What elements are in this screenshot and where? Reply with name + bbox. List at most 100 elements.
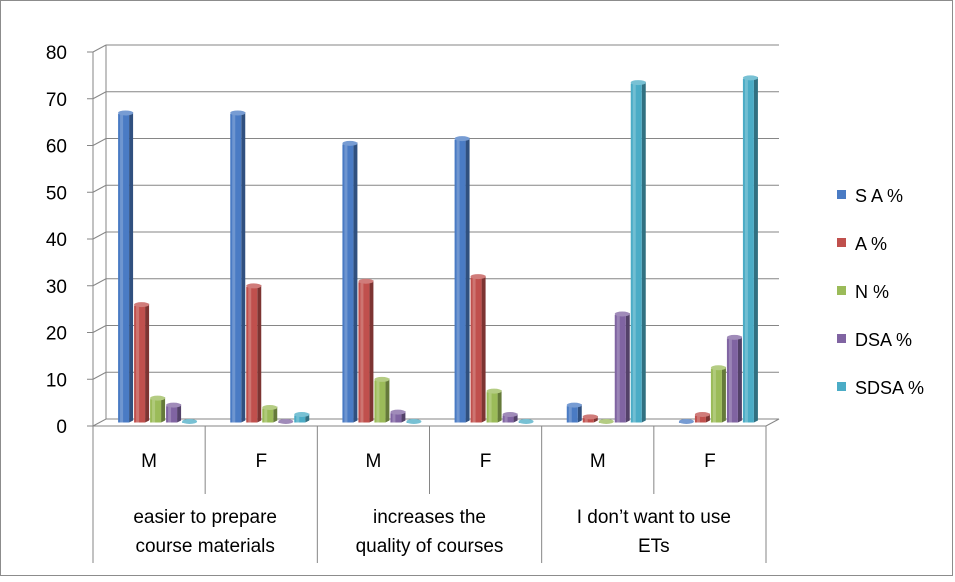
bar-side — [257, 284, 262, 423]
bar-highlight — [344, 144, 348, 423]
bar — [374, 376, 390, 423]
bar-top — [582, 414, 598, 420]
bar-top — [502, 411, 518, 417]
bar-side — [241, 111, 246, 423]
bar-front — [454, 139, 466, 423]
legend-label: S A % — [855, 186, 903, 206]
gridline-slant — [92, 44, 107, 53]
gridline-slant — [92, 371, 107, 380]
group-label: course materials — [135, 536, 274, 557]
bar-side — [177, 404, 182, 423]
bar — [358, 278, 374, 423]
gridline-slant — [92, 184, 107, 193]
bar — [678, 419, 694, 424]
bar-highlight — [728, 338, 732, 423]
bar-top — [166, 402, 182, 408]
bar — [486, 388, 502, 423]
bar-highlight — [136, 305, 140, 423]
bar-front — [134, 305, 146, 423]
bar-front — [710, 368, 722, 423]
bar-front — [294, 415, 306, 423]
axes — [87, 45, 780, 563]
bar — [182, 419, 198, 424]
bar-highlight — [472, 277, 476, 423]
bar-top — [118, 110, 134, 116]
bar-top — [630, 80, 646, 86]
bar-front — [582, 417, 594, 423]
bar-top — [518, 419, 534, 424]
bar-highlight — [392, 413, 396, 423]
bar-side — [641, 81, 646, 423]
bar-highlight — [584, 417, 588, 423]
bar — [470, 274, 486, 423]
y-tick-label: 60 — [46, 137, 67, 158]
bar-front — [246, 286, 258, 423]
bar-top — [406, 419, 422, 424]
gridline-slant — [92, 278, 107, 287]
bar-top — [342, 140, 358, 146]
bar-highlight — [360, 282, 364, 423]
bar — [294, 411, 310, 423]
bar-top — [566, 402, 582, 408]
y-tick-label: 70 — [46, 90, 67, 111]
bar-top — [710, 365, 726, 371]
category-label: F — [255, 451, 267, 472]
legend-swatch — [837, 334, 846, 343]
bar-top — [182, 419, 198, 424]
bar — [566, 402, 582, 423]
bar — [502, 411, 518, 423]
bar-side — [737, 336, 742, 423]
category-label: M — [366, 451, 382, 472]
gridline-slant — [92, 325, 107, 333]
y-tick-label: 20 — [46, 324, 67, 345]
group-label: ETs — [638, 536, 670, 557]
bar-side — [721, 366, 726, 423]
bar-side — [161, 397, 166, 423]
bar-top — [278, 419, 294, 424]
bar-highlight — [696, 415, 700, 423]
bar — [166, 402, 182, 423]
legend-swatch — [837, 190, 846, 199]
y-tick-labels: 0 10 20 30 40 50 60 70 80 — [46, 43, 67, 438]
bar — [630, 80, 646, 423]
group-label: increases the — [373, 507, 486, 528]
bar-top — [694, 411, 710, 417]
bar-front — [694, 415, 706, 423]
bar-top — [150, 395, 166, 401]
category-label: F — [480, 451, 492, 472]
bar-front — [566, 406, 578, 423]
group-label: I don’t want to use — [577, 507, 731, 528]
bar-top — [262, 404, 278, 410]
bar — [230, 110, 246, 423]
legend-swatch — [837, 382, 846, 391]
bar-highlight — [744, 78, 748, 423]
bar — [694, 411, 710, 423]
bar-side — [369, 280, 374, 423]
bar-front — [262, 408, 274, 423]
gridline-slant — [92, 231, 107, 240]
bar-highlight — [248, 286, 252, 423]
bar-front — [166, 406, 178, 423]
bar-highlight — [488, 392, 492, 423]
bar-highlight — [152, 399, 156, 423]
bar — [342, 140, 358, 423]
category-label: M — [141, 451, 157, 472]
y-tick-label: 30 — [46, 277, 67, 298]
bar-side — [497, 390, 502, 423]
y-tick-label: 80 — [46, 43, 67, 64]
bars — [118, 75, 758, 424]
bar — [742, 75, 758, 423]
category-label: F — [704, 451, 716, 472]
y-tick-label: 0 — [56, 417, 67, 438]
legend-label: SDSA % — [855, 378, 924, 398]
bar-front — [358, 282, 370, 423]
category-label: M — [590, 451, 606, 472]
bar-highlight — [632, 83, 636, 423]
bar-side — [353, 142, 358, 423]
legend-swatch — [837, 238, 846, 247]
bar-highlight — [168, 406, 172, 423]
legend-swatch — [837, 286, 846, 295]
legend-label: A % — [855, 234, 887, 254]
bar-highlight — [504, 415, 508, 423]
